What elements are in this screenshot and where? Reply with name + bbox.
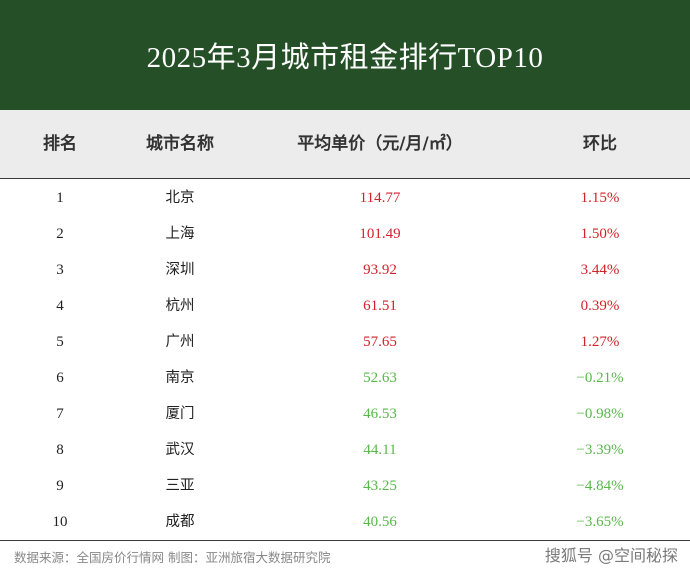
city-cell: 三亚 xyxy=(165,478,195,494)
change-cell: −3.65% xyxy=(576,514,624,530)
price-cell: 114.77 xyxy=(359,190,401,206)
change-cell: 1.15% xyxy=(580,190,620,206)
watermark: 搜狐号 @空间秘探 xyxy=(544,546,678,565)
price-cell: 52.63 xyxy=(363,370,397,386)
change-cell: 1.50% xyxy=(580,226,620,242)
price-cell: 61.51 xyxy=(363,298,397,314)
city-cell: 广州 xyxy=(165,334,195,350)
table-row: 2 上海 101.49 1.50% xyxy=(0,216,690,252)
rank-cell: 5 xyxy=(56,334,64,350)
price-cell: 43.25 xyxy=(363,478,397,494)
header-change: 环比 xyxy=(583,134,617,154)
city-cell: 武汉 xyxy=(165,442,195,458)
chart-title: 2025年3月城市租金排行TOP10 xyxy=(146,42,544,74)
change-cell: 3.44% xyxy=(580,262,620,278)
change-cell: −0.98% xyxy=(576,406,624,422)
rank-cell: 10 xyxy=(52,514,68,530)
change-cell: −4.84% xyxy=(576,478,624,494)
city-cell: 厦门 xyxy=(165,406,195,422)
change-cell: −0.21% xyxy=(576,370,624,386)
table-row: 6 南京 52.63 −0.21% xyxy=(0,360,690,396)
table-row: 4 杭州 61.51 0.39% xyxy=(0,288,690,324)
table-body: 1 北京 114.77 1.15% 2 上海 101.49 1.50% 3 深圳 93.92 3.44… xyxy=(0,180,690,540)
table-row: 9 三亚 43.25 −4.84% xyxy=(0,468,690,504)
city-cell: 北京 xyxy=(165,190,195,206)
rank-cell: 1 xyxy=(56,190,64,206)
change-cell: −3.39% xyxy=(576,442,624,458)
rank-cell: 7 xyxy=(56,406,64,422)
table-row: 5 广州 57.65 1.27% xyxy=(0,324,690,360)
table-row: 8 武汉 44.11 −3.39% xyxy=(0,432,690,468)
table-bottom-rule xyxy=(0,540,690,541)
city-cell: 成都 xyxy=(165,514,195,530)
price-cell: 101.49 xyxy=(359,226,401,242)
rank-cell: 3 xyxy=(56,262,64,278)
header-city: 城市名称 xyxy=(146,134,214,154)
title-banner: 2025年3月城市租金排行TOP10 xyxy=(0,0,690,110)
city-cell: 杭州 xyxy=(165,298,195,314)
table-header: 排名 城市名称 平均单价（元/月/㎡） 环比 xyxy=(0,110,690,179)
rank-cell: 6 xyxy=(56,370,64,386)
table-row: 10 成都 40.56 −3.65% xyxy=(0,504,690,540)
price-cell: 57.65 xyxy=(363,334,397,350)
rank-cell: 9 xyxy=(56,478,64,494)
table-row: 7 厦门 46.53 −0.98% xyxy=(0,396,690,432)
change-cell: 0.39% xyxy=(580,298,620,314)
table-row: 3 深圳 93.92 3.44% xyxy=(0,252,690,288)
header-rank: 排名 xyxy=(43,134,77,154)
city-cell: 深圳 xyxy=(165,262,195,278)
rank-cell: 4 xyxy=(56,298,64,314)
table-row: 1 北京 114.77 1.15% xyxy=(0,180,690,216)
city-cell: 上海 xyxy=(165,226,195,242)
price-cell: 40.56 xyxy=(363,514,397,530)
source-footer: 数据来源：全国房价行情网 制图：亚洲旅宿大数据研究院 xyxy=(14,550,331,565)
city-cell: 南京 xyxy=(165,370,195,386)
price-cell: 44.11 xyxy=(363,442,397,458)
price-cell: 46.53 xyxy=(363,406,397,422)
change-cell: 1.27% xyxy=(580,334,620,350)
header-price: 平均单价（元/月/㎡） xyxy=(297,134,463,154)
rank-cell: 2 xyxy=(56,226,64,242)
rank-cell: 8 xyxy=(56,442,64,458)
price-cell: 93.92 xyxy=(363,262,397,278)
